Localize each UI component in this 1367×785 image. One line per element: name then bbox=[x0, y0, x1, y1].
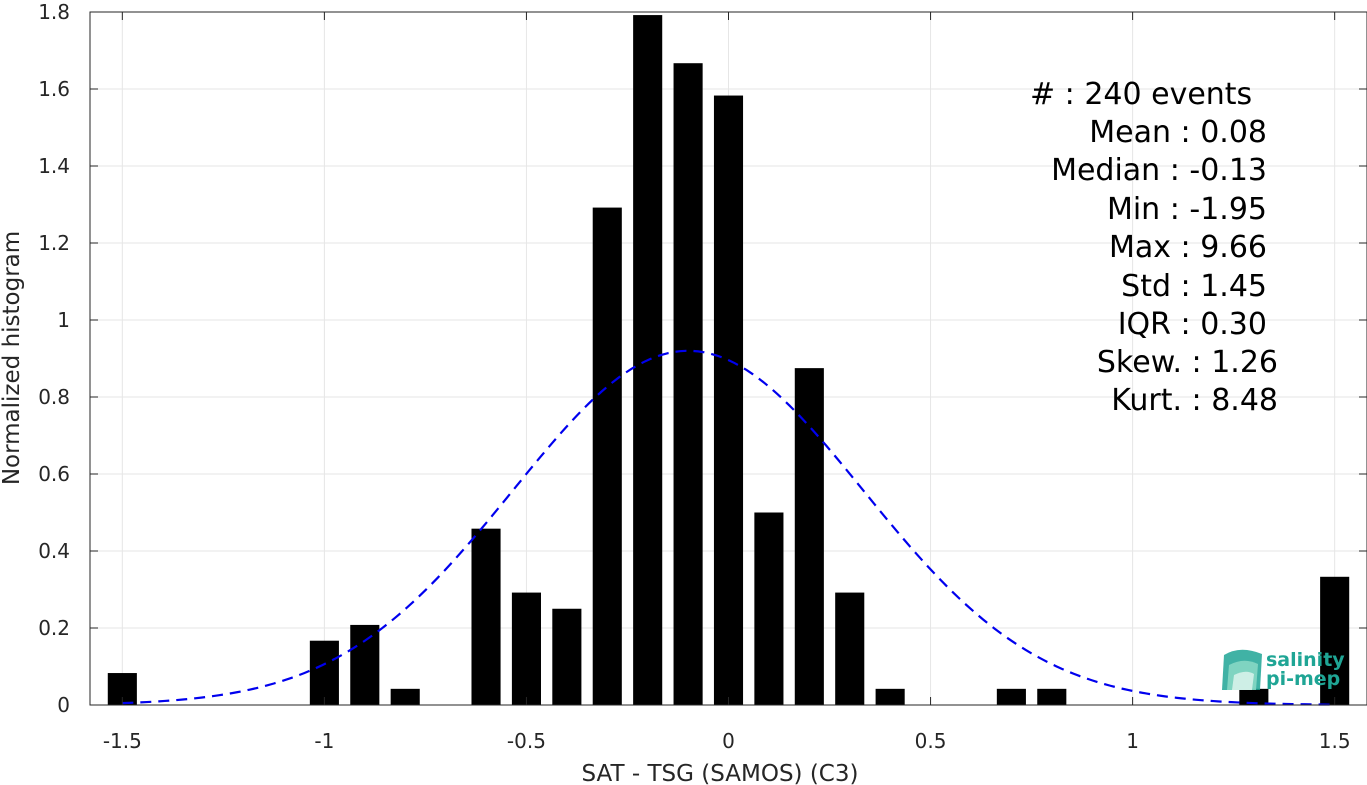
x-tick-label: 0.5 bbox=[915, 729, 947, 753]
stat-max: Max : 9.66 bbox=[1109, 230, 1267, 265]
x-tick-label: -0.5 bbox=[507, 729, 546, 753]
y-tick-label: 1 bbox=[57, 308, 70, 332]
histogram-bar bbox=[471, 528, 501, 705]
wave-logo-icon bbox=[1222, 649, 1262, 690]
y-tick-label: 0.4 bbox=[38, 539, 70, 563]
gaussian-fit-curve bbox=[122, 349, 1335, 706]
y-tick-labels: 0 0.2 0.4 0.6 0.8 1 1.2 1.4 1.6 1.8 bbox=[38, 0, 70, 717]
histogram-bar bbox=[592, 207, 622, 705]
bars bbox=[107, 15, 1350, 706]
x-tick-label: -1.5 bbox=[103, 729, 142, 753]
y-tick-label: 1.2 bbox=[38, 231, 70, 255]
histogram-bar bbox=[875, 688, 905, 705]
logo-text-salinity: salinity bbox=[1266, 649, 1345, 671]
stat-mean: Mean : 0.08 bbox=[1089, 115, 1267, 150]
x-axis-label: SAT - TSG (SAMOS) (C3) bbox=[582, 761, 859, 785]
y-tick-label: 0.2 bbox=[38, 616, 70, 640]
histogram-bar bbox=[350, 624, 380, 705]
y-tick-label: 0.6 bbox=[38, 462, 70, 486]
histogram-bar bbox=[1037, 688, 1067, 705]
stat-median: Median : -0.13 bbox=[1051, 153, 1267, 188]
histogram-bar bbox=[309, 640, 339, 705]
y-axis-label: Normalized histogram bbox=[0, 231, 25, 485]
stat-skew: Skew. : 1.26 bbox=[1097, 345, 1278, 380]
histogram-bar bbox=[794, 368, 824, 705]
stat-kurt: Kurt. : 8.48 bbox=[1111, 383, 1278, 418]
x-tick-label: 1.5 bbox=[1319, 729, 1351, 753]
stat-std: Std : 1.45 bbox=[1121, 269, 1267, 304]
y-tick-label: 1.8 bbox=[38, 0, 70, 24]
axis-ticks bbox=[90, 11, 1367, 706]
histogram-bar bbox=[1320, 576, 1350, 705]
histogram-bar bbox=[390, 688, 420, 705]
x-tick-label: 1 bbox=[1126, 729, 1139, 753]
stat-iqr: IQR : 0.30 bbox=[1118, 307, 1267, 342]
stat-min: Min : -1.95 bbox=[1107, 192, 1267, 227]
histogram-bar bbox=[713, 95, 744, 706]
histogram-bar bbox=[673, 63, 703, 705]
histogram-bar bbox=[996, 688, 1026, 705]
histogram-bar bbox=[511, 592, 541, 705]
histogram-bar bbox=[754, 512, 784, 705]
x-tick-label: 0 bbox=[722, 729, 735, 753]
statistics-annotation: # : 240 events Mean : 0.08 Median : -0.1… bbox=[1030, 77, 1278, 418]
logo-text-pimep: pi-mep bbox=[1266, 668, 1340, 690]
x-tick-labels: -1.5 -1 -0.5 0 0.5 1 1.5 bbox=[103, 729, 1351, 753]
histogram-bar bbox=[835, 592, 865, 705]
x-tick-label: -1 bbox=[314, 729, 334, 753]
histogram-bar bbox=[552, 608, 582, 705]
y-tick-label: 0.8 bbox=[38, 385, 70, 409]
stat-events: # : 240 events bbox=[1030, 77, 1252, 112]
y-tick-label: 1.6 bbox=[38, 77, 70, 101]
y-tick-label: 0 bbox=[57, 693, 70, 717]
salinity-pi-mep-logo: salinity pi-mep bbox=[1222, 649, 1345, 690]
histogram-bar bbox=[1239, 688, 1269, 705]
y-tick-label: 1.4 bbox=[38, 154, 70, 178]
